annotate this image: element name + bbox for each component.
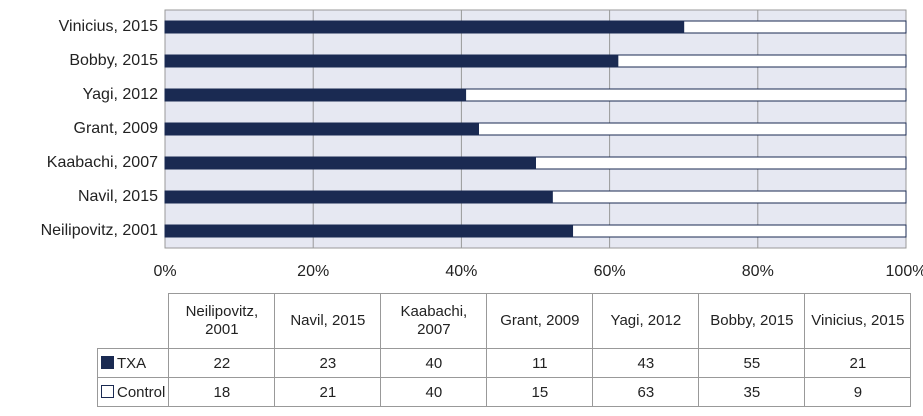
table-value: 9 xyxy=(804,377,912,407)
table-category: Bobby, 2015 xyxy=(698,293,806,349)
x-tick-label: 60% xyxy=(594,263,626,280)
table-value: 15 xyxy=(486,377,594,407)
table-value: 22 xyxy=(168,348,276,378)
legend-swatch xyxy=(101,355,114,369)
legend-label: Control xyxy=(117,383,166,401)
legend-label: TXA xyxy=(117,354,147,372)
x-tick-label: 0% xyxy=(153,263,176,280)
x-tick-label: 20% xyxy=(297,263,329,280)
y-tick-label: Grant, 2009 xyxy=(74,120,159,137)
bar-segment xyxy=(164,88,467,102)
bar-segment xyxy=(164,224,574,238)
y-tick-label: Bobby, 2015 xyxy=(69,52,158,69)
table-value: 21 xyxy=(274,377,382,407)
bar-segment xyxy=(617,54,907,68)
bar-segment xyxy=(535,156,907,170)
bar-segment xyxy=(164,190,553,204)
bar-segment xyxy=(551,190,907,204)
table-row: TXA 22 23 40 11 43 55 21 xyxy=(96,348,912,378)
table-category: Vinicius, 2015 xyxy=(804,293,912,349)
legend-entry: TXA xyxy=(96,348,170,378)
legend-swatch xyxy=(101,384,114,398)
chart: 0% 20% 40% 60% 80% 100% Neilipovitz, 2001 Navil… xyxy=(41,9,923,280)
table-category: Navil, 2015 xyxy=(274,293,382,349)
table-value: 23 xyxy=(274,348,382,378)
table-header-row: Neilipovitz, 2001 Navil, 2015 Kaabachi, 20… xyxy=(98,293,912,349)
table-value: 11 xyxy=(486,348,594,378)
bar-segment xyxy=(164,54,619,68)
legend-entry: Control xyxy=(96,377,170,407)
table-value: 63 xyxy=(592,377,700,407)
table-value: 18 xyxy=(168,377,276,407)
y-tick-label: Yagi, 2012 xyxy=(83,86,158,103)
table-corner xyxy=(98,294,169,349)
table-value: 43 xyxy=(592,348,700,378)
table-category: Yagi, 2012 xyxy=(592,293,700,349)
table-value: 40 xyxy=(380,348,488,378)
table-value: 35 xyxy=(698,377,806,407)
y-tick-label: Navil, 2015 xyxy=(78,188,158,205)
x-tick-label: 80% xyxy=(742,263,774,280)
bar-segment xyxy=(465,88,907,102)
table-category: Grant, 2009 xyxy=(486,293,594,349)
y-tick-label: Neilipovitz, 2001 xyxy=(41,222,159,239)
table-value: 21 xyxy=(804,348,912,378)
bar-segment xyxy=(164,156,536,170)
data-table: Neilipovitz, 2001 Navil, 2015 Kaabachi, 20… xyxy=(96,293,912,407)
table-value: 55 xyxy=(698,348,806,378)
bar-segment xyxy=(164,20,685,34)
table-category: Neilipovitz, 2001 xyxy=(168,293,276,349)
table-row: Control 18 21 40 15 63 35 9 xyxy=(96,377,912,407)
y-tick-label: Vinicius, 2015 xyxy=(59,18,158,35)
x-tick-label: 100% xyxy=(886,263,923,280)
bar-segment xyxy=(572,224,907,238)
bar-segment xyxy=(683,20,907,34)
x-tick-label: 40% xyxy=(445,263,477,280)
y-tick-label: Kaabachi, 2007 xyxy=(47,154,158,171)
bar-segment xyxy=(478,122,907,136)
table-value: 40 xyxy=(380,377,488,407)
bar-segment xyxy=(164,122,479,136)
table-category: Kaabachi, 2007 xyxy=(380,293,488,349)
